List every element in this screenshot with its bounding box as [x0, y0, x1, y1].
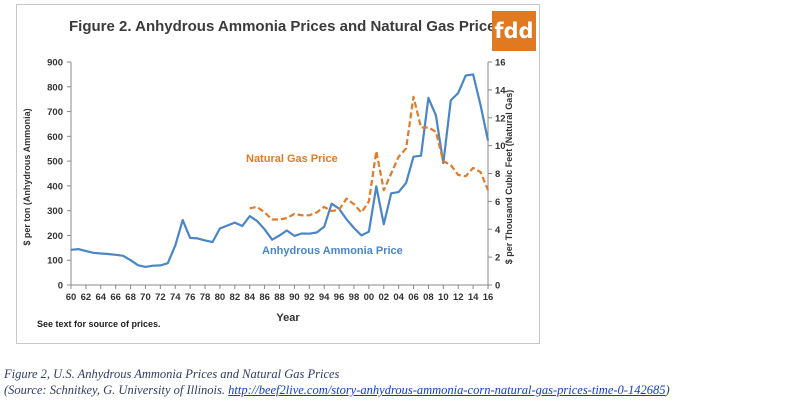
- y-left-tick-label: 100: [47, 256, 63, 267]
- caption-source-suffix: ): [665, 383, 670, 397]
- chart-title: Figure 2. Anhydrous Ammonia Prices and N…: [69, 18, 504, 35]
- chart-note: See text for source of prices.: [37, 319, 161, 329]
- y-right-tick-label: 2: [495, 253, 500, 264]
- figure-caption: Figure 2, U.S. Anhydrous Ammonia Prices …: [4, 366, 804, 398]
- y-left-tick-label: 600: [47, 132, 63, 143]
- x-tick-label: 78: [200, 292, 211, 303]
- caption-line-2: (Source: Schnitkey, G. University of Ill…: [4, 382, 804, 398]
- x-tick-label: 80: [215, 292, 226, 303]
- y-right-tick-label: 0: [495, 281, 500, 292]
- y-left-tick-label: 500: [47, 157, 63, 168]
- chart-series: [70, 73, 490, 268]
- y-left-tick-label: 300: [47, 206, 63, 217]
- x-tick-label: 68: [125, 292, 136, 303]
- x-tick-label: 76: [185, 292, 196, 303]
- chart-frame: Figure 2. Anhydrous Ammonia Prices and N…: [16, 4, 540, 344]
- caption-line-1: Figure 2, U.S. Anhydrous Ammonia Prices …: [4, 367, 340, 381]
- x-tick-label: 90: [289, 292, 300, 303]
- y-right-tick-label: 4: [495, 225, 501, 236]
- y-left-tick-label: 0: [58, 281, 63, 292]
- x-tick-label: 14: [468, 292, 479, 303]
- series-label-ammonia: Anhydrous Ammonia Price: [262, 245, 403, 257]
- y-axis-title-left: $ per ton (Anhydrous Ammonia): [22, 108, 32, 245]
- series-line-ammonia: [70, 73, 490, 268]
- series-line-natural-gas: [249, 95, 490, 221]
- y-right-tick-label: 6: [495, 197, 500, 208]
- line-chart: Figure 2. Anhydrous Ammonia Prices and N…: [22, 18, 514, 329]
- x-tick-label: 04: [393, 292, 404, 303]
- x-tick-label: 60: [66, 292, 77, 303]
- x-tick-label: 02: [378, 292, 389, 303]
- x-tick-label: 12: [453, 292, 464, 303]
- y-right-tick-label: 8: [495, 169, 500, 180]
- y-left-tick-label: 900: [47, 58, 63, 69]
- caption-source-prefix: (Source: Schnitkey, G. University of Ill…: [4, 383, 229, 397]
- x-tick-label: 64: [95, 292, 106, 303]
- x-tick-label: 82: [230, 292, 241, 303]
- source-link[interactable]: http://beef2live.com/story-anhydrous-amm…: [228, 383, 666, 397]
- x-tick-label: 98: [349, 292, 360, 303]
- x-tick-label: 62: [81, 292, 92, 303]
- y-axis-title-right: $ per Thousand Cubic Feet (Natural Gas): [504, 90, 514, 265]
- x-tick-label: 86: [259, 292, 270, 303]
- x-tick-label: 06: [408, 292, 419, 303]
- y-left-tick-label: 400: [47, 181, 63, 192]
- x-tick-label: 96: [334, 292, 345, 303]
- fdd-logo: fdd: [492, 11, 536, 51]
- y-right-tick-label: 10: [495, 141, 506, 152]
- x-tick-label: 88: [274, 292, 285, 303]
- y-right-tick-label: 14: [495, 85, 506, 96]
- y-right-tick-label: 12: [495, 113, 506, 124]
- x-tick-label: 10: [438, 292, 449, 303]
- x-tick-label: 84: [244, 292, 255, 303]
- x-tick-label: 66: [110, 292, 121, 303]
- x-tick-label: 92: [304, 292, 315, 303]
- chart-axes: 0100200300400500600700800900024681012141…: [47, 58, 506, 304]
- series-label-natural-gas: Natural Gas Price: [246, 153, 338, 165]
- x-tick-label: 74: [170, 292, 181, 303]
- x-tick-label: 00: [364, 292, 375, 303]
- x-tick-label: 94: [319, 292, 330, 303]
- y-left-tick-label: 800: [47, 82, 63, 93]
- x-tick-label: 72: [155, 292, 166, 303]
- x-tick-label: 70: [140, 292, 151, 303]
- y-right-tick-label: 16: [495, 58, 506, 69]
- x-tick-label: 08: [423, 292, 434, 303]
- y-left-tick-label: 700: [47, 107, 63, 118]
- y-left-tick-label: 200: [47, 231, 63, 242]
- x-axis-title: Year: [276, 312, 300, 324]
- x-tick-label: 16: [483, 292, 494, 303]
